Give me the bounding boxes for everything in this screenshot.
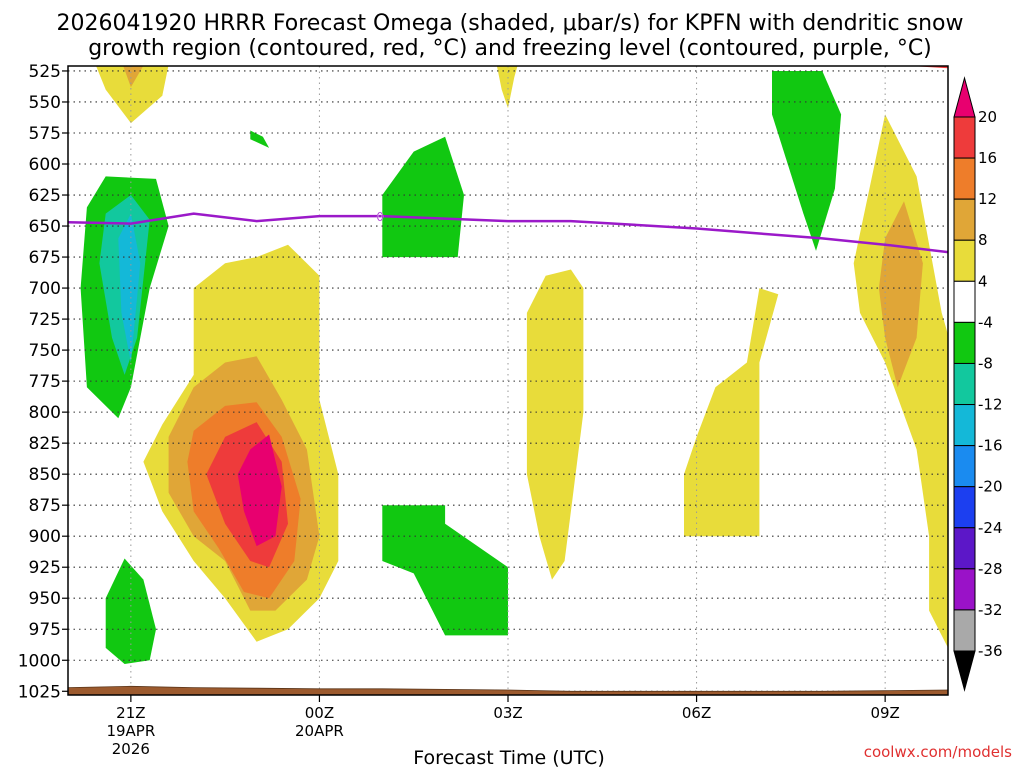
terrain-layer: [68, 685, 948, 695]
colorbar-label-2: 12: [978, 190, 997, 208]
omega-region-8: [772, 71, 842, 251]
y-tick-label-825: 825: [29, 434, 61, 454]
y-tick-label-900: 900: [29, 527, 61, 547]
freezing-level-label: 0: [376, 210, 384, 224]
colorbar-box-11: [953, 568, 976, 611]
title-line-2: growth region (contoured, red, °C) and f…: [88, 36, 932, 61]
x-tick-label-09Z: 09Z: [870, 704, 899, 722]
y-tick-label-725: 725: [29, 310, 61, 330]
omega-region-2: [496, 66, 518, 109]
y-tick-label-675: 675: [29, 248, 61, 268]
freezing-level-line: [68, 212, 948, 254]
colorbar-label-1: 16: [978, 149, 997, 167]
y-tick-label-525: 525: [29, 62, 61, 82]
colorbar-box-2: [953, 198, 976, 241]
omega-region-3: [250, 130, 270, 148]
y-tick-label-925: 925: [29, 558, 61, 578]
y-tick-label-625: 625: [29, 186, 61, 206]
colorbar-box-0: [953, 116, 976, 159]
x-tick-date-21Z: 19APR: [106, 722, 155, 740]
y-tick-label-575: 575: [29, 124, 61, 144]
omega-region-1: [123, 66, 144, 88]
credit-text: coolwx.com/models: [864, 743, 1012, 761]
colorbar-label-3: 8: [978, 231, 988, 249]
colorbar: 20 16 12 8 4 -4 -8 -12 -16 -20 -24 -28 -32 -36: [953, 76, 1003, 692]
colorbar-label-5: -4: [978, 313, 993, 331]
y-tick-label-1025: 1025: [18, 682, 61, 702]
y-tick-label-875: 875: [29, 496, 61, 516]
omega-region-17: [684, 288, 779, 537]
colorbar-label-4: 4: [978, 272, 988, 290]
colorbar-label-9: -20: [978, 478, 1003, 496]
x-tick-label-21Z: 21Z: [116, 704, 145, 722]
omega-shading-layer: [80, 66, 948, 664]
colorbar-label-8: -16: [978, 437, 1003, 455]
y-tick-label-600: 600: [29, 155, 61, 175]
x-tick-label-00Z: 00Z: [305, 704, 334, 722]
colorbar-label-13: -36: [978, 642, 1003, 660]
y-tick-label-700: 700: [29, 279, 61, 299]
colorbar-box-1: [953, 157, 976, 200]
y-tick-label-650: 650: [29, 217, 61, 237]
colorbar-box-5: [953, 321, 976, 364]
y-tick-label-1000: 1000: [18, 651, 61, 671]
colorbar-arrow-bottom: [953, 650, 976, 692]
colorbar-label-12: -32: [978, 601, 1003, 619]
y-tick-label-950: 950: [29, 589, 61, 609]
x-axis-label: Forecast Time (UTC): [413, 747, 604, 768]
omega-region-16: [526, 269, 584, 580]
y-tick-label-750: 750: [29, 341, 61, 361]
y-tick-label-850: 850: [29, 465, 61, 485]
y-axis: 525 550 575 600 625 650 675 700 725 750 775 800 825 8…: [18, 62, 68, 702]
x-tick-year-21Z: 2026: [112, 740, 150, 758]
colorbar-label-11: -28: [978, 560, 1003, 578]
plot-area: 0: [68, 66, 948, 695]
y-tick-label-975: 975: [29, 620, 61, 640]
omega-region-18: [853, 114, 948, 648]
omega-region-15: [237, 434, 282, 547]
colorbar-arrow-top: [953, 76, 976, 118]
colorbar-box-7: [953, 404, 976, 447]
colorbar-box-12: [953, 609, 976, 652]
colorbar-label-7: -12: [978, 396, 1003, 414]
colorbar-box-10: [953, 527, 976, 570]
y-tick-label-800: 800: [29, 403, 61, 423]
y-tick-label-550: 550: [29, 93, 61, 113]
colorbar-label-10: -24: [978, 519, 1003, 537]
x-tick-label-06Z: 06Z: [682, 704, 711, 722]
terrain-fill: [68, 685, 948, 695]
omega-region-10: [382, 505, 508, 636]
x-tick-date-00Z: 20APR: [295, 722, 344, 740]
colorbar-label-6: -8: [978, 354, 993, 372]
omega-region-7: [382, 136, 464, 258]
colorbar-box-3: [953, 239, 976, 282]
x-tick-label-03Z: 03Z: [493, 704, 522, 722]
y-tick-label-775: 775: [29, 372, 61, 392]
colorbar-box-6: [953, 362, 976, 406]
colorbar-box-8: [953, 445, 976, 488]
omega-region-0: [96, 66, 169, 124]
title-line-1: 2026041920 HRRR Forecast Omega (shaded, …: [57, 11, 964, 36]
colorbar-box-9: [953, 486, 976, 529]
colorbar-label-0: 20: [978, 108, 997, 126]
colorbar-box-4: [953, 280, 976, 323]
